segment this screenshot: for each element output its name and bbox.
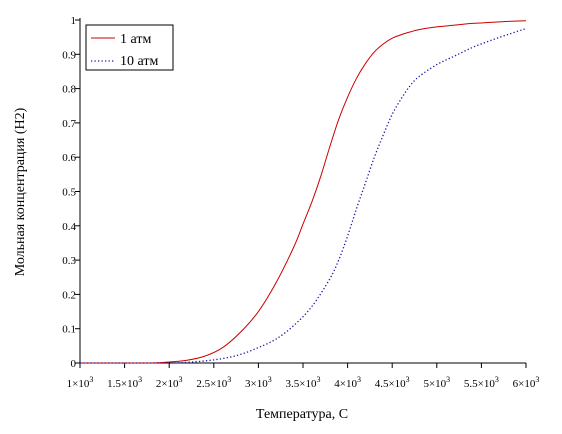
y-tick-label: 0.7 — [62, 118, 76, 130]
y-tick-label: 0.6 — [62, 152, 76, 164]
x-tick-label: 3×103 — [245, 375, 272, 390]
y-tick-label: 1 — [71, 15, 77, 27]
x-tick-label: 2×103 — [156, 375, 183, 390]
legend-label-1: 1 атм — [120, 32, 151, 47]
series-line-2 — [79, 27, 527, 364]
y-tick-label: 0 — [71, 358, 77, 370]
x-tick-label: 4.5×103 — [375, 375, 410, 390]
x-tick-label: 5×103 — [423, 375, 450, 390]
x-tick-label: 2.5×103 — [196, 375, 231, 390]
series-layer — [79, 20, 527, 364]
axes: 0 0.1 0.2 0.3 0.4 0.5 0.6 0.7 0.8 0.9 1 1×103 1.5×10… — [62, 15, 539, 390]
x-tick-label: 5.5×103 — [464, 375, 499, 390]
legend-label-2: 10 атм — [120, 54, 158, 69]
legend: 1 атм 10 атм — [85, 24, 174, 71]
x-tick-label: 4×103 — [334, 375, 361, 390]
y-tick-label: 0.4 — [62, 221, 76, 233]
x-axis-title: Температура, С — [256, 407, 348, 422]
x-tick-label: 6×103 — [513, 375, 540, 390]
y-axis-title: Мольная концентрация (Н2) — [13, 107, 28, 276]
y-tick-label: 0.9 — [62, 49, 76, 61]
y-tick-label: 0.5 — [62, 187, 76, 199]
x-tick-label: 1.5×103 — [107, 375, 142, 390]
y-tick-label: 0.1 — [62, 324, 76, 336]
y-tick-label: 0.2 — [62, 289, 76, 301]
y-tick-label: 0.8 — [62, 84, 76, 96]
y-tick-label: 0.3 — [62, 255, 76, 267]
series-line-1 — [79, 20, 527, 364]
x-tick-label: 3.5×103 — [286, 375, 321, 390]
x-tick-label: 1×103 — [67, 375, 94, 390]
legend-box — [85, 24, 174, 71]
